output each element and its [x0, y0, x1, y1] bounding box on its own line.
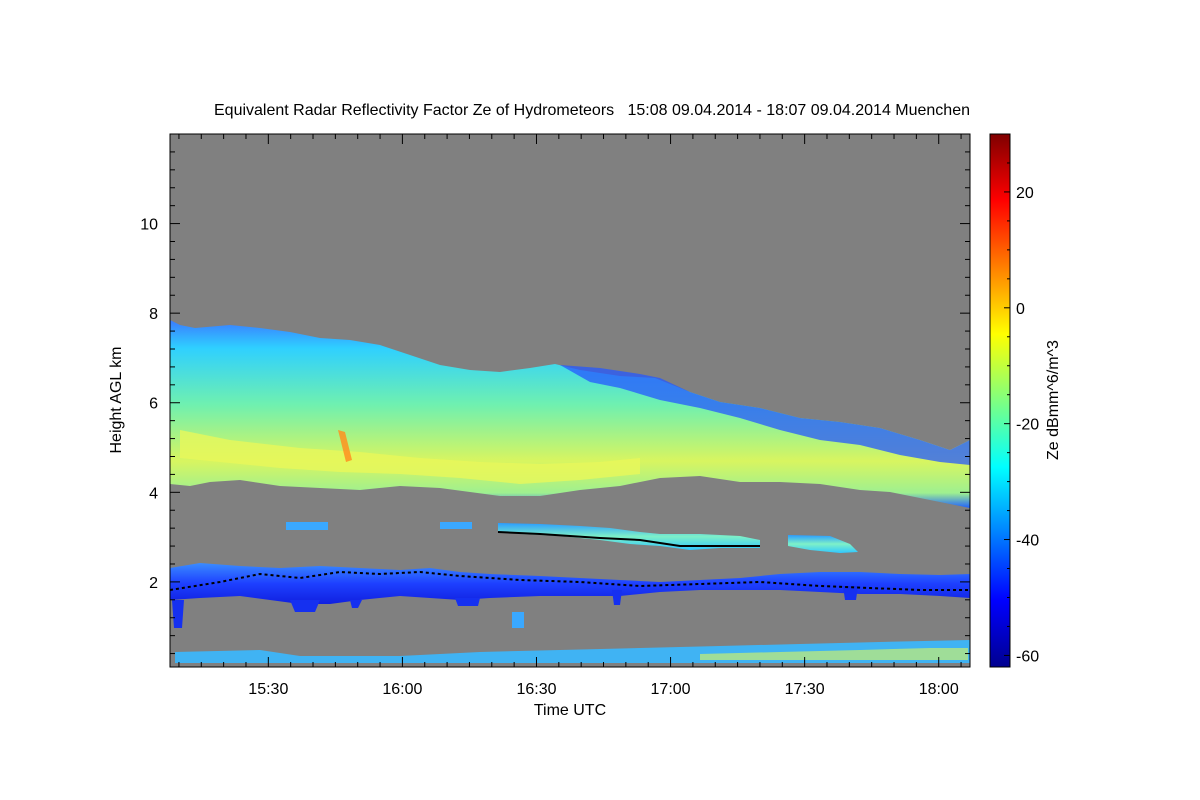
y-axis: 2 4 6 8 10 [140, 151, 970, 655]
x-tick-label: 15:30 [248, 681, 288, 698]
colorbar-gradient [989, 133, 1011, 668]
colorbar-tick-label: -60 [1016, 648, 1039, 665]
colorbar-tick-label: 0 [1016, 301, 1025, 318]
x-tick-label: 18:00 [919, 681, 959, 698]
y-tick-label: 10 [140, 217, 158, 234]
main-cloud-core [180, 430, 640, 484]
colorbar-tick-label: -20 [1016, 417, 1039, 434]
plot-area [169, 134, 970, 667]
x-tick-label: 17:00 [651, 681, 691, 698]
colorbar-tick-label: 20 [1016, 185, 1034, 202]
mid-layer-base-line [497, 531, 760, 547]
colorbar-ticks: 20 0 -20 -40 -60 [1004, 133, 1039, 665]
low-level-layer [170, 563, 970, 604]
mid-level-layer-east [788, 535, 858, 553]
mid-level-layer [498, 523, 760, 550]
y-tick-label: 6 [149, 396, 158, 413]
x-axis: 15:30 16:00 16:30 17:00 17:30 18:00 [178, 134, 962, 698]
main-cloud-top-streaks [560, 365, 970, 465]
colorbar: 20 0 -20 -40 -60 Ze dBmm^6/m^3 [989, 133, 1062, 668]
low-level-drizzle [172, 586, 858, 628]
plot-frame [169, 133, 971, 668]
y-tick-label: 8 [149, 306, 158, 323]
colorbar-label: Ze dBmm^6/m^3 [1045, 340, 1062, 460]
mid-level-fragment [440, 522, 472, 529]
x-tick-label: 17:30 [785, 681, 825, 698]
y-axis-label: Height AGL km [108, 346, 125, 453]
x-tick-label: 16:30 [516, 681, 556, 698]
y-tick-label: 2 [149, 575, 158, 592]
x-axis-label: Time UTC [534, 702, 606, 719]
colorbar-tick-label: -40 [1016, 533, 1039, 550]
near-surface-clutter-yellow [700, 648, 968, 660]
y-tick-label: 4 [149, 485, 158, 502]
x-tick-label: 16:00 [382, 681, 422, 698]
main-cloud-hotspot [338, 430, 352, 462]
low-fragment [512, 612, 524, 628]
chart-title: Equivalent Radar Reflectivity Factor Ze … [214, 102, 970, 119]
mid-level-fragment [286, 522, 328, 530]
